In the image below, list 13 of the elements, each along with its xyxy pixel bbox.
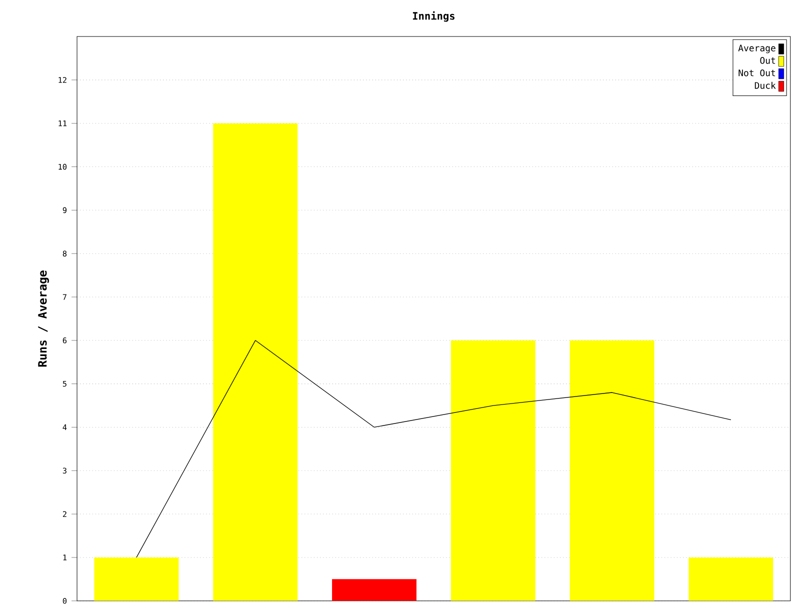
bar xyxy=(94,557,179,601)
bar xyxy=(213,123,298,601)
bar xyxy=(688,557,774,601)
legend-label: Average xyxy=(738,44,776,54)
legend-label: Duck xyxy=(754,82,776,89)
y-axis-title: Runs / Average xyxy=(38,270,49,366)
bar xyxy=(332,579,416,601)
legend-label: Not Out xyxy=(738,69,776,76)
line-series xyxy=(136,340,732,558)
bar xyxy=(450,340,536,601)
bar xyxy=(570,340,654,601)
chart-title: Innings xyxy=(412,11,454,22)
legend-label: Out xyxy=(760,56,776,64)
